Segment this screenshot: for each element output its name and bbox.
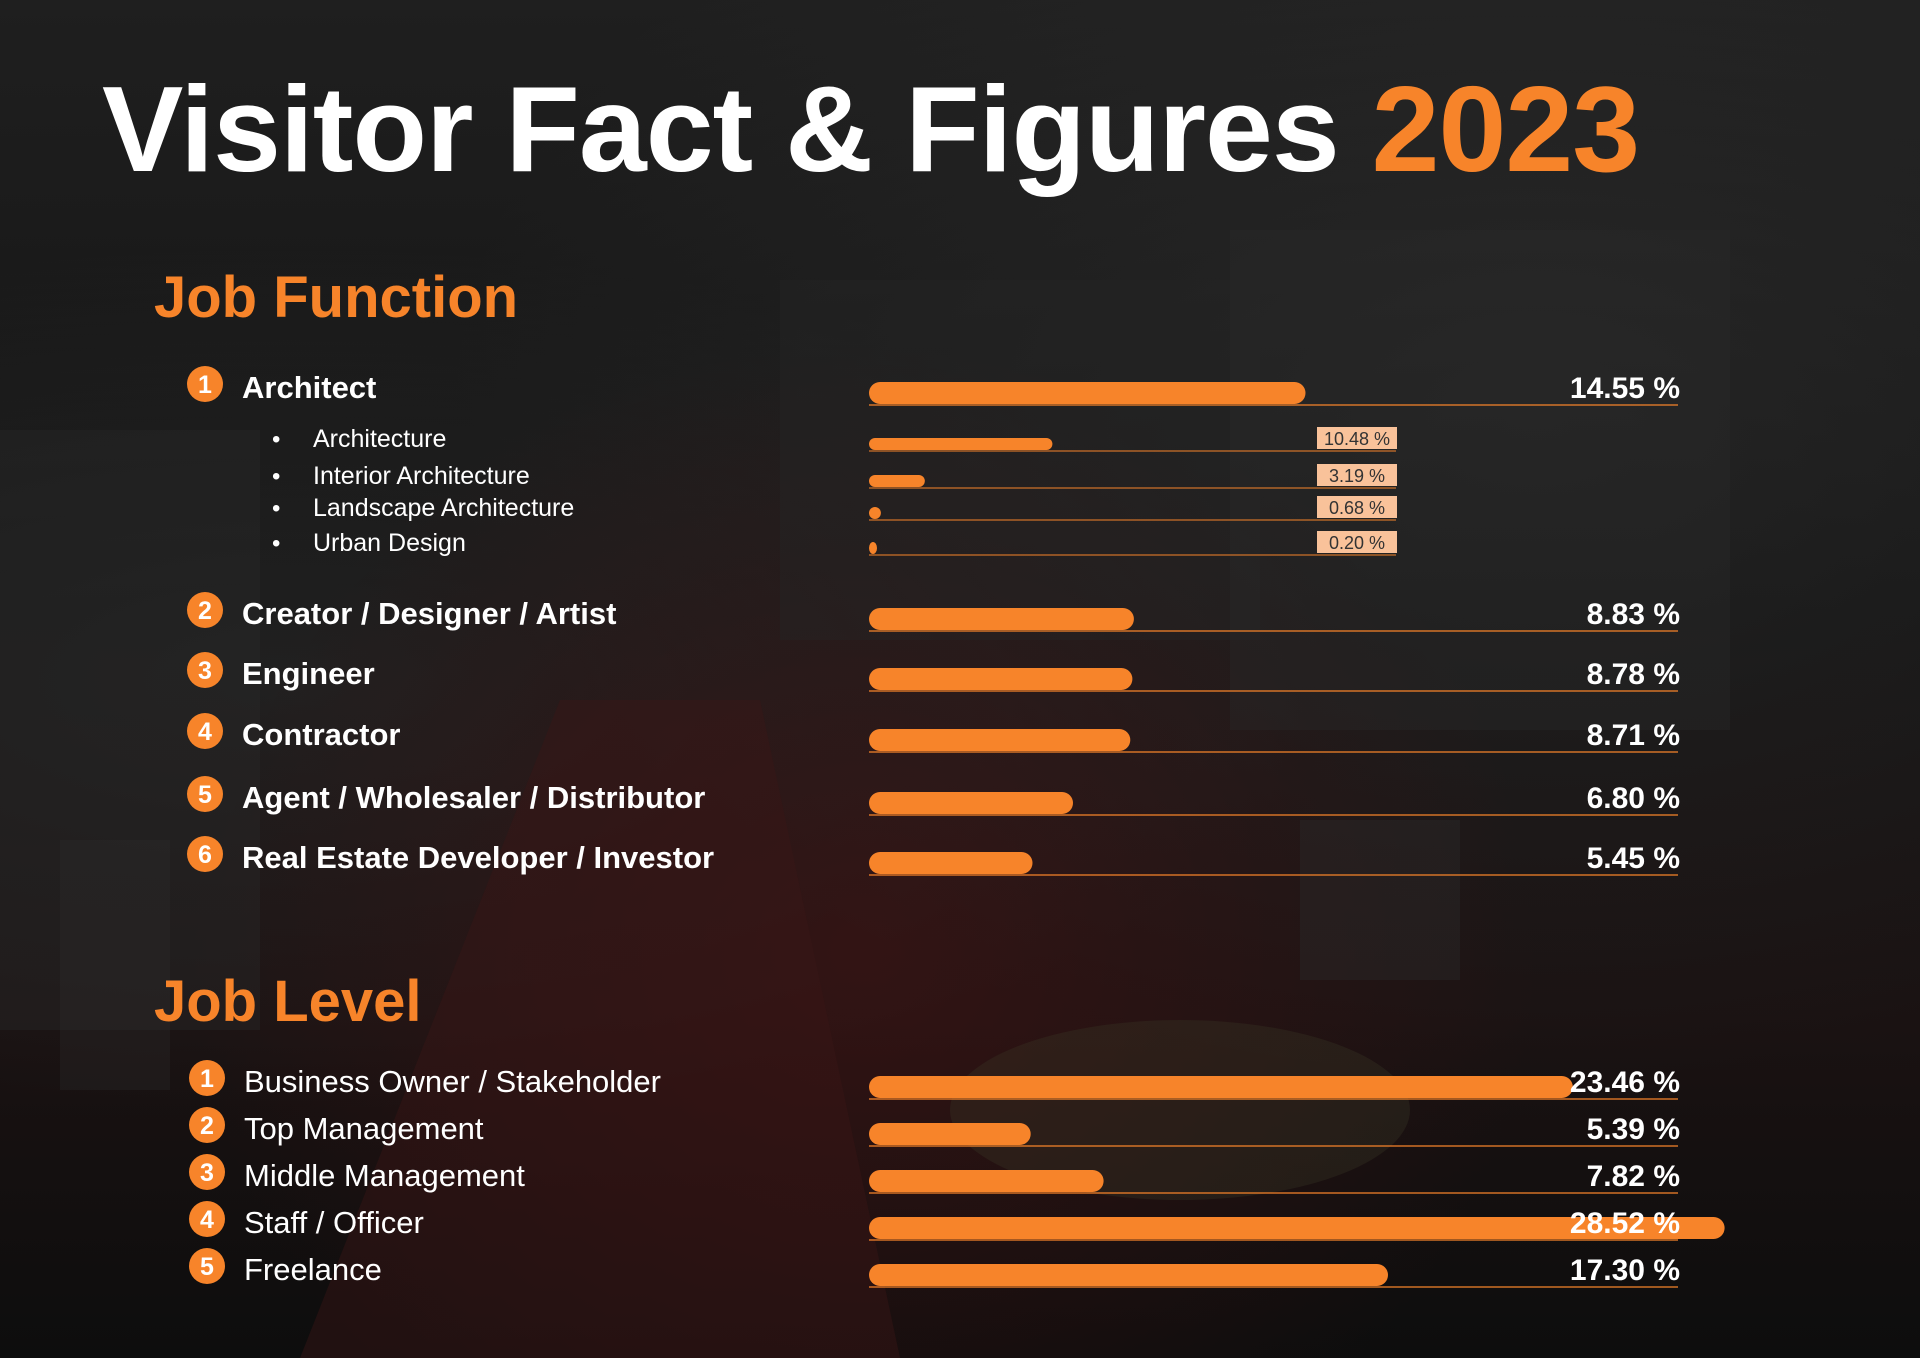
sub-bar [869, 475, 925, 487]
sub-value-badge [1317, 531, 1397, 553]
category-label: Business Owner / Stakeholder [244, 1064, 661, 1099]
value-label: 6.80 % [1587, 782, 1680, 815]
bar [869, 608, 1134, 630]
rank-badge [187, 776, 223, 812]
page-title-year: 2023 [1371, 61, 1640, 197]
sub-category-label: Urban Design [313, 529, 466, 557]
rank-number: 4 [200, 1206, 214, 1234]
value-label: 23.46 % [1570, 1066, 1680, 1099]
job-function-title: Job Function [154, 265, 519, 330]
rank-badge [187, 652, 223, 688]
category-label: Top Management [244, 1111, 484, 1146]
bar [869, 1076, 1573, 1098]
rank-number: 6 [198, 841, 212, 869]
value-label: 8.71 % [1587, 719, 1680, 752]
bar [869, 852, 1033, 874]
sub-value-label: 3.19 % [1329, 466, 1385, 486]
value-label: 14.55 % [1570, 372, 1680, 405]
category-label: Middle Management [244, 1158, 525, 1193]
value-label: 28.52 % [1570, 1207, 1680, 1240]
rank-number: 4 [198, 718, 212, 746]
rank-badge [187, 366, 223, 402]
rank-number: 1 [200, 1065, 214, 1093]
category-label: Freelance [244, 1252, 382, 1287]
rank-badge [187, 592, 223, 628]
rank-number: 2 [198, 597, 212, 625]
rank-number: 3 [200, 1159, 214, 1187]
sub-category-label: Landscape Architecture [313, 494, 574, 522]
sub-bar [869, 438, 1053, 450]
rank-badge [187, 713, 223, 749]
category-label: Architect [242, 370, 376, 405]
rank-badge [189, 1248, 225, 1284]
page-title-main: Visitor Fact & Figures [102, 61, 1340, 197]
category-label: Real Estate Developer / Investor [242, 840, 714, 875]
value-label: 7.82 % [1587, 1160, 1680, 1193]
sub-value-badge [1317, 427, 1397, 449]
bar [869, 382, 1306, 404]
rank-badge [189, 1107, 225, 1143]
value-label: 5.39 % [1587, 1113, 1680, 1146]
category-label: Staff / Officer [244, 1205, 424, 1240]
rank-badge [189, 1060, 225, 1096]
category-label: Creator / Designer / Artist [242, 596, 616, 631]
sub-bar [869, 542, 877, 554]
bar [869, 729, 1131, 751]
rank-badge [189, 1201, 225, 1237]
sub-bullet: • [272, 530, 280, 557]
sub-bullet: • [272, 463, 280, 490]
value-label: 5.45 % [1587, 842, 1680, 875]
bar [869, 1264, 1388, 1286]
sub-bullet: • [272, 426, 280, 453]
value-label: 8.83 % [1587, 598, 1680, 631]
sub-category-label: Interior Architecture [313, 462, 530, 490]
sub-category-label: Architecture [313, 425, 446, 453]
sub-value-label: 10.48 % [1324, 429, 1390, 449]
category-label: Contractor [242, 717, 400, 752]
rank-number: 2 [200, 1112, 214, 1140]
rank-number: 3 [198, 657, 212, 685]
rank-number: 5 [198, 781, 212, 809]
sub-bar [869, 507, 881, 519]
rank-number: 1 [198, 371, 212, 399]
rank-badge [189, 1154, 225, 1190]
job-level-title: Job Level [154, 969, 422, 1034]
category-label: Agent / Wholesaler / Distributor [242, 780, 705, 815]
sub-value-label: 0.20 % [1329, 533, 1385, 553]
bar [869, 792, 1073, 814]
sub-value-label: 0.68 % [1329, 498, 1385, 518]
rank-number: 5 [200, 1253, 214, 1281]
bar [869, 1217, 1725, 1239]
bar [869, 1170, 1104, 1192]
value-label: 8.78 % [1587, 658, 1680, 691]
page-title: Visitor Fact & Figures 2023 [102, 61, 1640, 197]
bar [869, 668, 1133, 690]
rank-badge [187, 836, 223, 872]
sub-bullet: • [272, 495, 280, 522]
bar [869, 1123, 1031, 1145]
sub-value-badge [1317, 496, 1397, 518]
value-label: 17.30 % [1570, 1254, 1680, 1287]
sub-value-badge [1317, 464, 1397, 486]
category-label: Engineer [242, 656, 375, 691]
